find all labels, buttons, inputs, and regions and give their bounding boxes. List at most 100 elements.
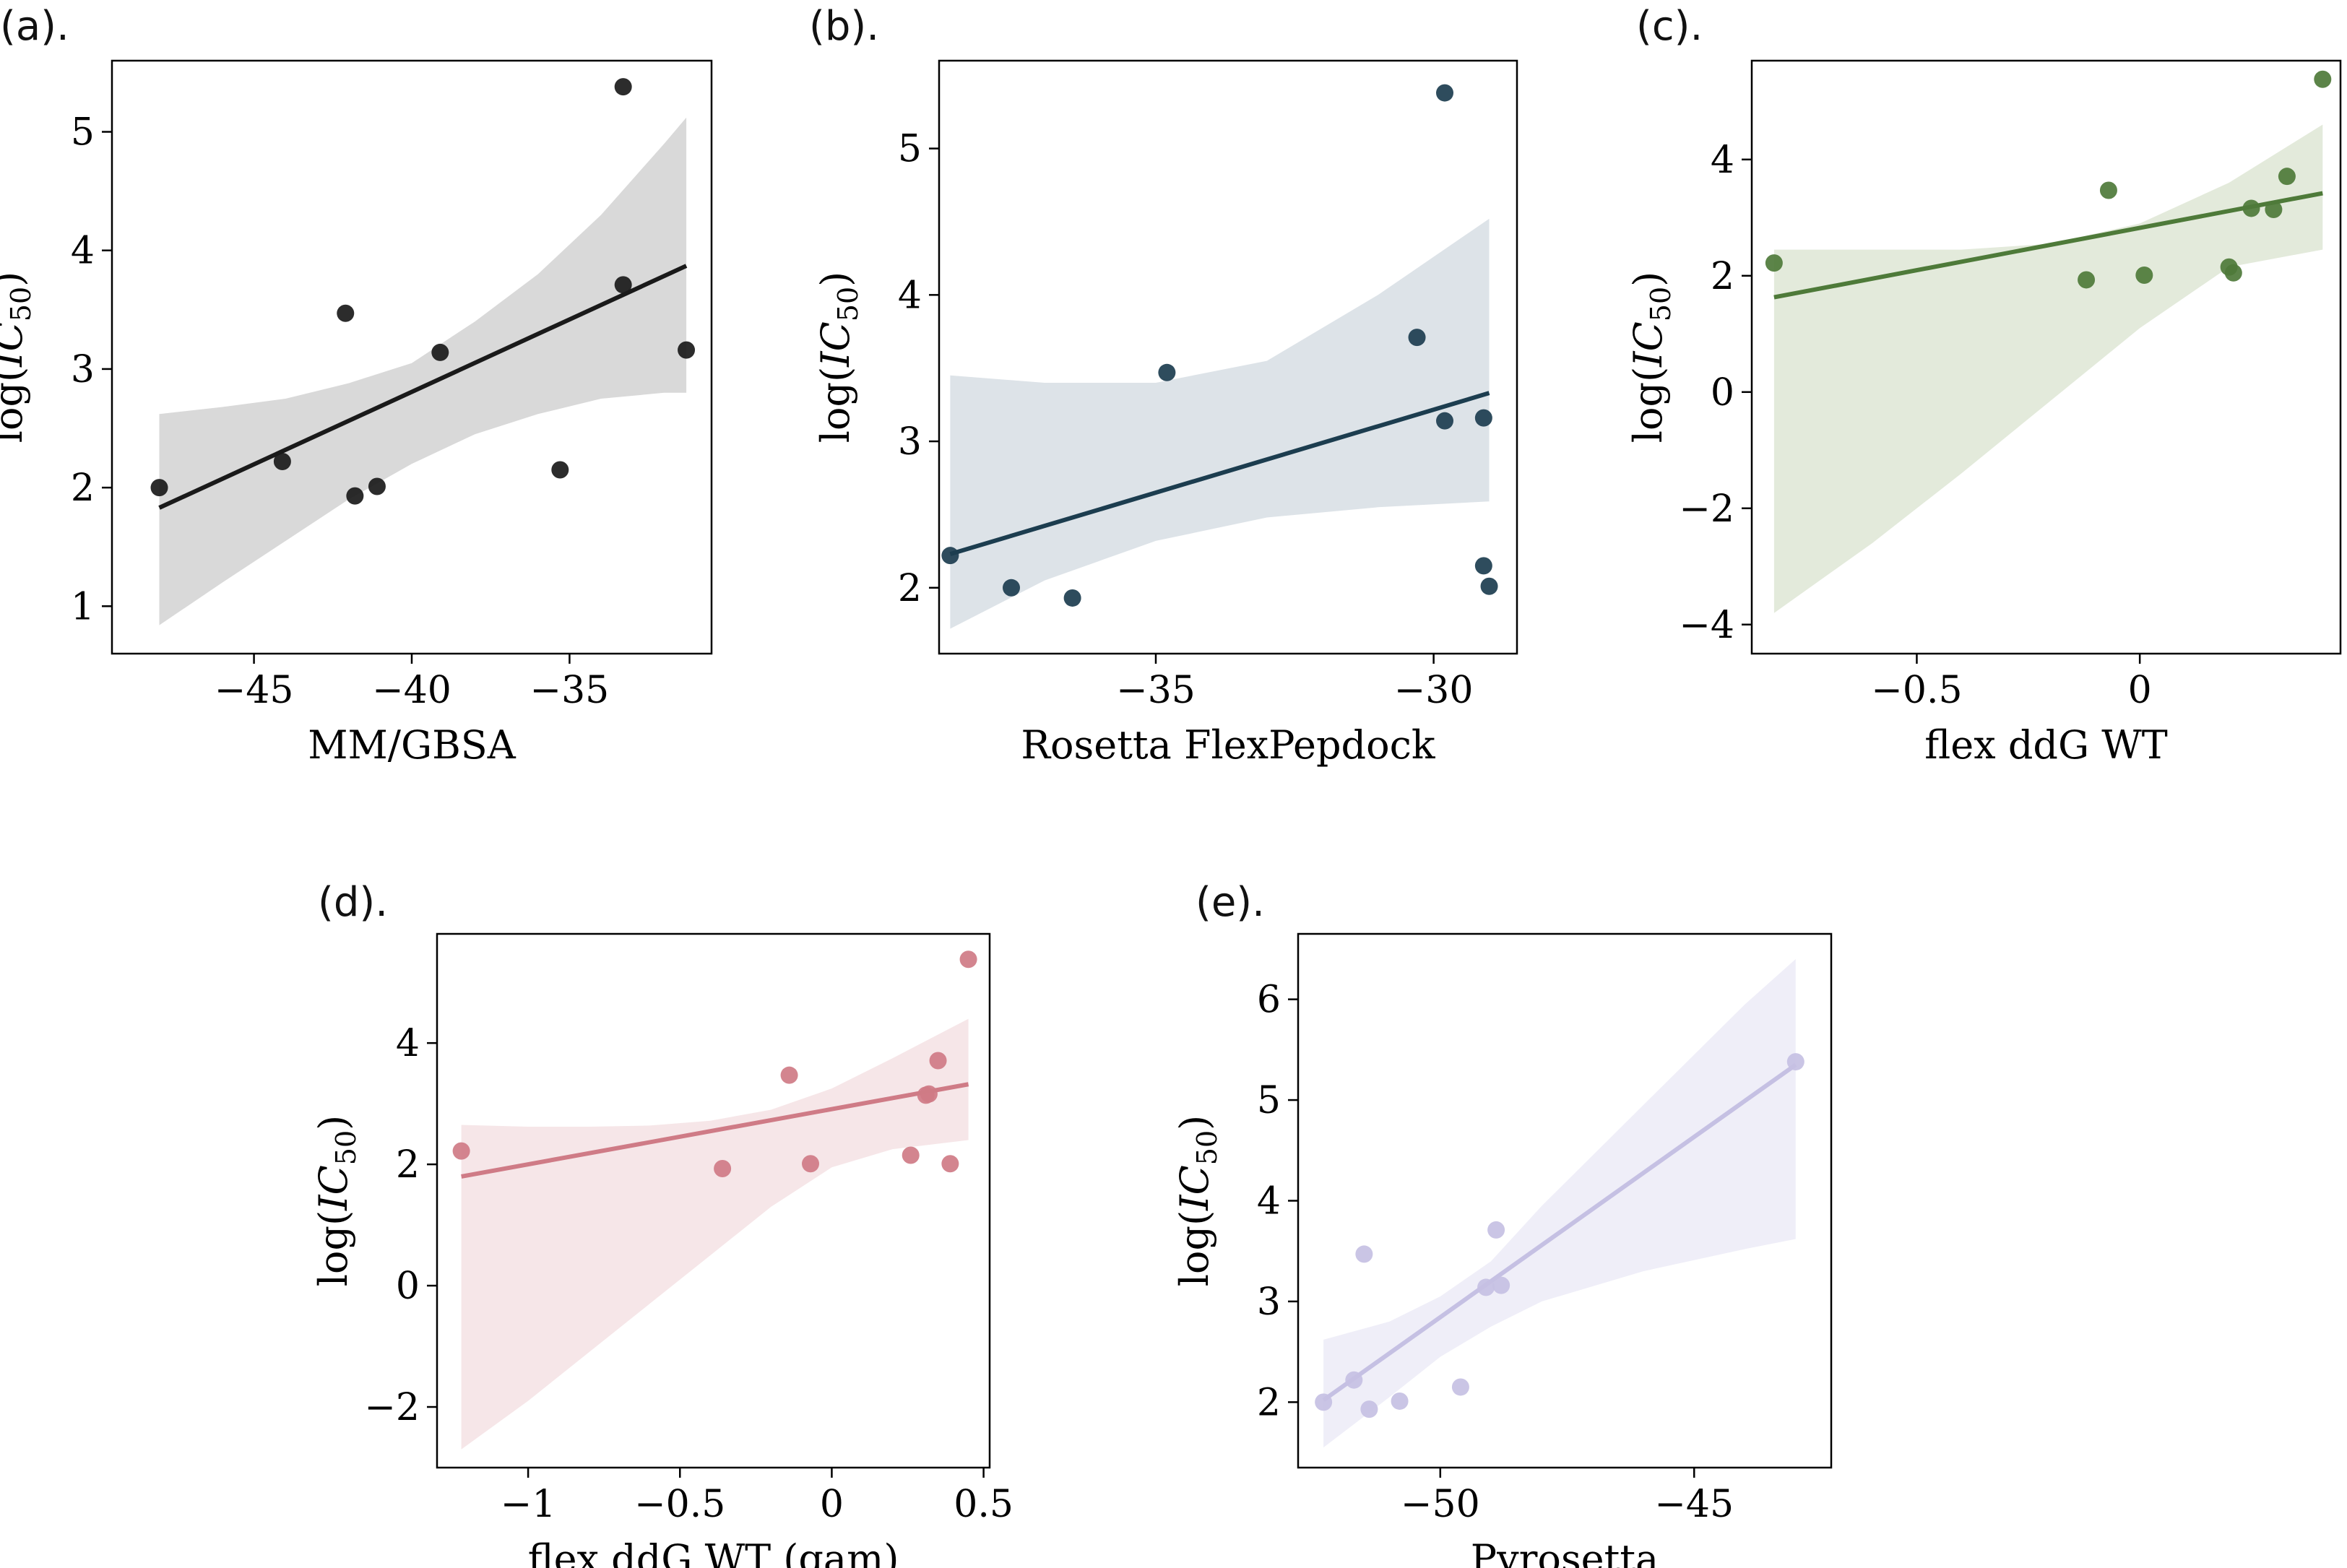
- axes-frame: [1750, 59, 2342, 655]
- axes-frame: [436, 932, 991, 1469]
- y-tick-label: 2: [71, 467, 95, 510]
- regression-line: [1773, 191, 2323, 300]
- confidence-band: [159, 117, 687, 625]
- data-point: [1408, 329, 1426, 347]
- data-point: [2242, 199, 2260, 217]
- panel-c: (c). −0.5 0 −4 −2 0 2 4 flex ddG WT log(IC50): [1625, 3, 2342, 768]
- panel-label: (e).: [1196, 879, 1265, 926]
- data-point: [2278, 168, 2296, 186]
- x-axis-label: Pyrosetta: [1471, 1536, 1659, 1568]
- data-point: [1492, 1276, 1510, 1294]
- data-point: [1451, 1378, 1469, 1396]
- data-point: [1158, 363, 1176, 381]
- x-tick-label: −35: [530, 669, 610, 712]
- x-tick-label: −30: [1394, 669, 1474, 712]
- x-tick-label: −1: [501, 1483, 556, 1526]
- y-tick-label: −2: [1679, 488, 1734, 531]
- y-tick-label: 2: [1711, 255, 1734, 298]
- data-point: [1474, 409, 1492, 427]
- data-point: [1487, 1221, 1505, 1239]
- data-point: [929, 1052, 947, 1070]
- regression-line: [158, 264, 688, 510]
- confidence-band: [1323, 958, 1796, 1448]
- x-tick-label: −50: [1401, 1483, 1480, 1526]
- panel-b: (b). −35 −30 2 3 4 5 Rosetta FlexPepdock log(IC5…: [809, 3, 1518, 768]
- data-point: [1436, 412, 1453, 430]
- y-tick-label: 4: [1711, 139, 1734, 182]
- x-tick-label: −35: [1116, 669, 1196, 712]
- data-point: [1436, 84, 1453, 102]
- data-point: [1480, 577, 1498, 595]
- y-tick-label: 2: [898, 567, 922, 610]
- panel-e: (e). −50 −45 2 3 4 5 6 Pyrosetta log(IC50): [1172, 879, 1833, 1568]
- data-point: [2265, 201, 2283, 219]
- data-point: [802, 1155, 820, 1173]
- panel-a: (a). −45 −40 −35 1 2 3 4 5 MM/GBSA log(IC50): [0, 3, 713, 768]
- y-tick-label: 5: [1257, 1079, 1281, 1122]
- panel-d: (d). −1 −0.5 0 0.5 −2 0 2 4 flex ddG WT (gam) log(…: [311, 879, 1013, 1568]
- data-point: [2224, 264, 2242, 282]
- data-point: [368, 477, 386, 495]
- data-point: [1765, 254, 1783, 272]
- data-point: [1003, 579, 1020, 597]
- x-axis-label: MM/GBSA: [308, 722, 516, 768]
- x-axis-label: flex ddG WT (gam): [528, 1536, 899, 1568]
- data-point: [431, 343, 449, 361]
- y-tick-label: 1: [71, 585, 95, 628]
- x-axis-label: flex ddG WT: [1924, 722, 2168, 768]
- data-point: [2135, 267, 2153, 285]
- y-tick-label: 4: [71, 230, 95, 273]
- data-point: [452, 1142, 470, 1160]
- x-tick-label: 0.5: [954, 1483, 1013, 1526]
- data-point: [1063, 589, 1081, 607]
- y-tick-label: 2: [1257, 1381, 1281, 1424]
- x-tick-label: 0: [820, 1483, 844, 1526]
- y-tick-label: 2: [396, 1143, 420, 1187]
- data-point: [1391, 1392, 1409, 1410]
- x-tick-label: −40: [372, 669, 451, 712]
- data-point: [2314, 70, 2332, 88]
- data-point: [273, 452, 291, 470]
- data-point: [1360, 1400, 1378, 1418]
- x-tick-label: −0.5: [1871, 669, 1962, 712]
- data-point: [337, 304, 355, 322]
- data-point: [1355, 1245, 1373, 1263]
- data-point: [614, 276, 632, 294]
- data-point: [1345, 1371, 1363, 1389]
- y-tick-label: 3: [898, 420, 922, 464]
- regression-line: [461, 1082, 969, 1179]
- confidence-band: [1773, 124, 2323, 613]
- data-point: [346, 487, 364, 505]
- data-point: [902, 1146, 920, 1164]
- data-point: [941, 547, 959, 565]
- data-point: [614, 78, 632, 96]
- y-tick-label: 0: [396, 1265, 420, 1308]
- data-point: [941, 1155, 959, 1173]
- regression-line: [1322, 1062, 1797, 1403]
- data-point: [714, 1159, 732, 1177]
- y-tick-label: 6: [1257, 979, 1281, 1022]
- panel-label: (a).: [0, 3, 69, 50]
- y-tick-label: 4: [396, 1022, 420, 1065]
- axes-frame: [938, 59, 1518, 655]
- data-point: [1474, 557, 1492, 575]
- y-axis-label: log(IC50): [1625, 272, 1677, 443]
- data-point: [959, 950, 977, 969]
- y-axis-label: log(IC50): [1172, 1115, 1223, 1287]
- panel-label: (c).: [1636, 3, 1703, 50]
- data-point: [2099, 181, 2117, 199]
- y-tick-label: 4: [898, 274, 922, 317]
- y-tick-label: 5: [898, 128, 922, 171]
- x-tick-label: −45: [1654, 1483, 1734, 1526]
- y-tick-label: −4: [1679, 604, 1734, 647]
- y-tick-label: 3: [1257, 1281, 1281, 1324]
- x-tick-label: 0: [2128, 669, 2152, 712]
- confidence-band: [461, 1018, 969, 1450]
- data-point: [1477, 1278, 1495, 1296]
- data-point: [1315, 1393, 1333, 1411]
- y-axis-label: log(IC50): [311, 1115, 362, 1287]
- x-tick-label: −45: [215, 669, 294, 712]
- y-tick-label: 4: [1257, 1180, 1281, 1223]
- data-point: [2078, 271, 2096, 289]
- y-axis-label: log(IC50): [0, 272, 37, 443]
